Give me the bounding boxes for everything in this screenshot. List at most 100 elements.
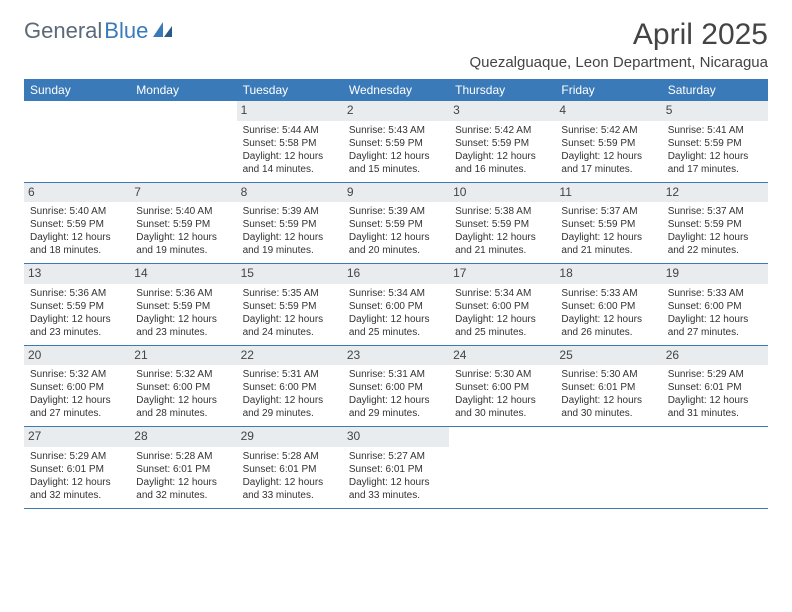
day-cell [555,427,661,508]
day-number: 25 [555,346,661,366]
day-cell: 2Sunrise: 5:43 AMSunset: 5:59 PMDaylight… [343,101,449,182]
sunset-text: Sunset: 6:00 PM [349,381,443,394]
day-cell: 7Sunrise: 5:40 AMSunset: 5:59 PMDaylight… [130,183,236,264]
day-header-fri: Friday [555,79,661,101]
day-number: 28 [130,427,236,447]
sunset-text: Sunset: 5:59 PM [136,300,230,313]
sunset-text: Sunset: 5:59 PM [349,137,443,150]
day-cell: 28Sunrise: 5:28 AMSunset: 6:01 PMDayligh… [130,427,236,508]
day-cell: 3Sunrise: 5:42 AMSunset: 5:59 PMDaylight… [449,101,555,182]
day-cell: 27Sunrise: 5:29 AMSunset: 6:01 PMDayligh… [24,427,130,508]
sunset-text: Sunset: 5:59 PM [30,300,124,313]
daylight-text: Daylight: 12 hours and 24 minutes. [243,313,337,339]
day-cell: 4Sunrise: 5:42 AMSunset: 5:59 PMDaylight… [555,101,661,182]
day-cell: 30Sunrise: 5:27 AMSunset: 6:01 PMDayligh… [343,427,449,508]
daylight-text: Daylight: 12 hours and 33 minutes. [349,476,443,502]
day-header-sat: Saturday [662,79,768,101]
sunrise-text: Sunrise: 5:35 AM [243,287,337,300]
day-cell: 26Sunrise: 5:29 AMSunset: 6:01 PMDayligh… [662,346,768,427]
sunset-text: Sunset: 6:00 PM [455,381,549,394]
daylight-text: Daylight: 12 hours and 31 minutes. [668,394,762,420]
daylight-text: Daylight: 12 hours and 27 minutes. [30,394,124,420]
sunset-text: Sunset: 5:59 PM [561,137,655,150]
daylight-text: Daylight: 12 hours and 19 minutes. [136,231,230,257]
sunset-text: Sunset: 6:00 PM [243,381,337,394]
daylight-text: Daylight: 12 hours and 32 minutes. [30,476,124,502]
sunrise-text: Sunrise: 5:34 AM [349,287,443,300]
sunrise-text: Sunrise: 5:31 AM [243,368,337,381]
day-cell: 14Sunrise: 5:36 AMSunset: 5:59 PMDayligh… [130,264,236,345]
daylight-text: Daylight: 12 hours and 23 minutes. [30,313,124,339]
day-cell: 24Sunrise: 5:30 AMSunset: 6:00 PMDayligh… [449,346,555,427]
location-subtitle: Quezalguaque, Leon Department, Nicaragua [469,54,768,71]
sunrise-text: Sunrise: 5:30 AM [455,368,549,381]
sunset-text: Sunset: 6:01 PM [349,463,443,476]
day-number: 20 [24,346,130,366]
sunrise-text: Sunrise: 5:28 AM [243,450,337,463]
day-cell: 6Sunrise: 5:40 AMSunset: 5:59 PMDaylight… [24,183,130,264]
day-cell: 17Sunrise: 5:34 AMSunset: 6:00 PMDayligh… [449,264,555,345]
month-title: April 2025 [469,18,768,52]
sunrise-text: Sunrise: 5:38 AM [455,205,549,218]
day-number: 27 [24,427,130,447]
day-cell: 8Sunrise: 5:39 AMSunset: 5:59 PMDaylight… [237,183,343,264]
daylight-text: Daylight: 12 hours and 20 minutes. [349,231,443,257]
sunrise-text: Sunrise: 5:33 AM [668,287,762,300]
sunrise-text: Sunrise: 5:36 AM [136,287,230,300]
day-number: 23 [343,346,449,366]
sunset-text: Sunset: 6:01 PM [561,381,655,394]
sunset-text: Sunset: 6:00 PM [30,381,124,394]
daylight-text: Daylight: 12 hours and 21 minutes. [561,231,655,257]
daylight-text: Daylight: 12 hours and 32 minutes. [136,476,230,502]
sunrise-text: Sunrise: 5:39 AM [243,205,337,218]
daylight-text: Daylight: 12 hours and 26 minutes. [561,313,655,339]
day-cell: 25Sunrise: 5:30 AMSunset: 6:01 PMDayligh… [555,346,661,427]
day-header-row: Sunday Monday Tuesday Wednesday Thursday… [24,79,768,101]
week-row: 6Sunrise: 5:40 AMSunset: 5:59 PMDaylight… [24,183,768,265]
title-block: April 2025 Quezalguaque, Leon Department… [469,18,768,71]
sunset-text: Sunset: 5:59 PM [668,218,762,231]
sunrise-text: Sunrise: 5:37 AM [668,205,762,218]
sunrise-text: Sunrise: 5:40 AM [30,205,124,218]
calendar-page: GeneralBlue April 2025 Quezalguaque, Leo… [0,0,792,527]
daylight-text: Daylight: 12 hours and 33 minutes. [243,476,337,502]
daylight-text: Daylight: 12 hours and 18 minutes. [30,231,124,257]
daylight-text: Daylight: 12 hours and 30 minutes. [455,394,549,420]
calendar-grid: Sunday Monday Tuesday Wednesday Thursday… [24,79,768,509]
day-cell: 12Sunrise: 5:37 AMSunset: 5:59 PMDayligh… [662,183,768,264]
logo-text-general: General [24,18,102,44]
sunrise-text: Sunrise: 5:29 AM [668,368,762,381]
daylight-text: Daylight: 12 hours and 16 minutes. [455,150,549,176]
day-header-thu: Thursday [449,79,555,101]
day-cell: 11Sunrise: 5:37 AMSunset: 5:59 PMDayligh… [555,183,661,264]
sunset-text: Sunset: 5:59 PM [349,218,443,231]
day-number: 18 [555,264,661,284]
day-number: 11 [555,183,661,203]
daylight-text: Daylight: 12 hours and 29 minutes. [349,394,443,420]
day-cell [24,101,130,182]
sunrise-text: Sunrise: 5:40 AM [136,205,230,218]
day-number: 8 [237,183,343,203]
sunrise-text: Sunrise: 5:34 AM [455,287,549,300]
sunset-text: Sunset: 6:01 PM [243,463,337,476]
day-number: 2 [343,101,449,121]
day-number: 1 [237,101,343,121]
day-cell: 22Sunrise: 5:31 AMSunset: 6:00 PMDayligh… [237,346,343,427]
week-row: 27Sunrise: 5:29 AMSunset: 6:01 PMDayligh… [24,427,768,509]
daylight-text: Daylight: 12 hours and 14 minutes. [243,150,337,176]
day-number: 29 [237,427,343,447]
day-cell: 16Sunrise: 5:34 AMSunset: 6:00 PMDayligh… [343,264,449,345]
day-number: 26 [662,346,768,366]
day-cell [130,101,236,182]
day-number: 3 [449,101,555,121]
day-header-sun: Sunday [24,79,130,101]
day-number: 30 [343,427,449,447]
day-cell: 9Sunrise: 5:39 AMSunset: 5:59 PMDaylight… [343,183,449,264]
week-row: 20Sunrise: 5:32 AMSunset: 6:00 PMDayligh… [24,346,768,428]
day-header-mon: Monday [130,79,236,101]
header: GeneralBlue April 2025 Quezalguaque, Leo… [24,18,768,71]
day-header-wed: Wednesday [343,79,449,101]
day-cell: 1Sunrise: 5:44 AMSunset: 5:58 PMDaylight… [237,101,343,182]
day-cell: 19Sunrise: 5:33 AMSunset: 6:00 PMDayligh… [662,264,768,345]
logo-sail-icon [152,18,174,44]
